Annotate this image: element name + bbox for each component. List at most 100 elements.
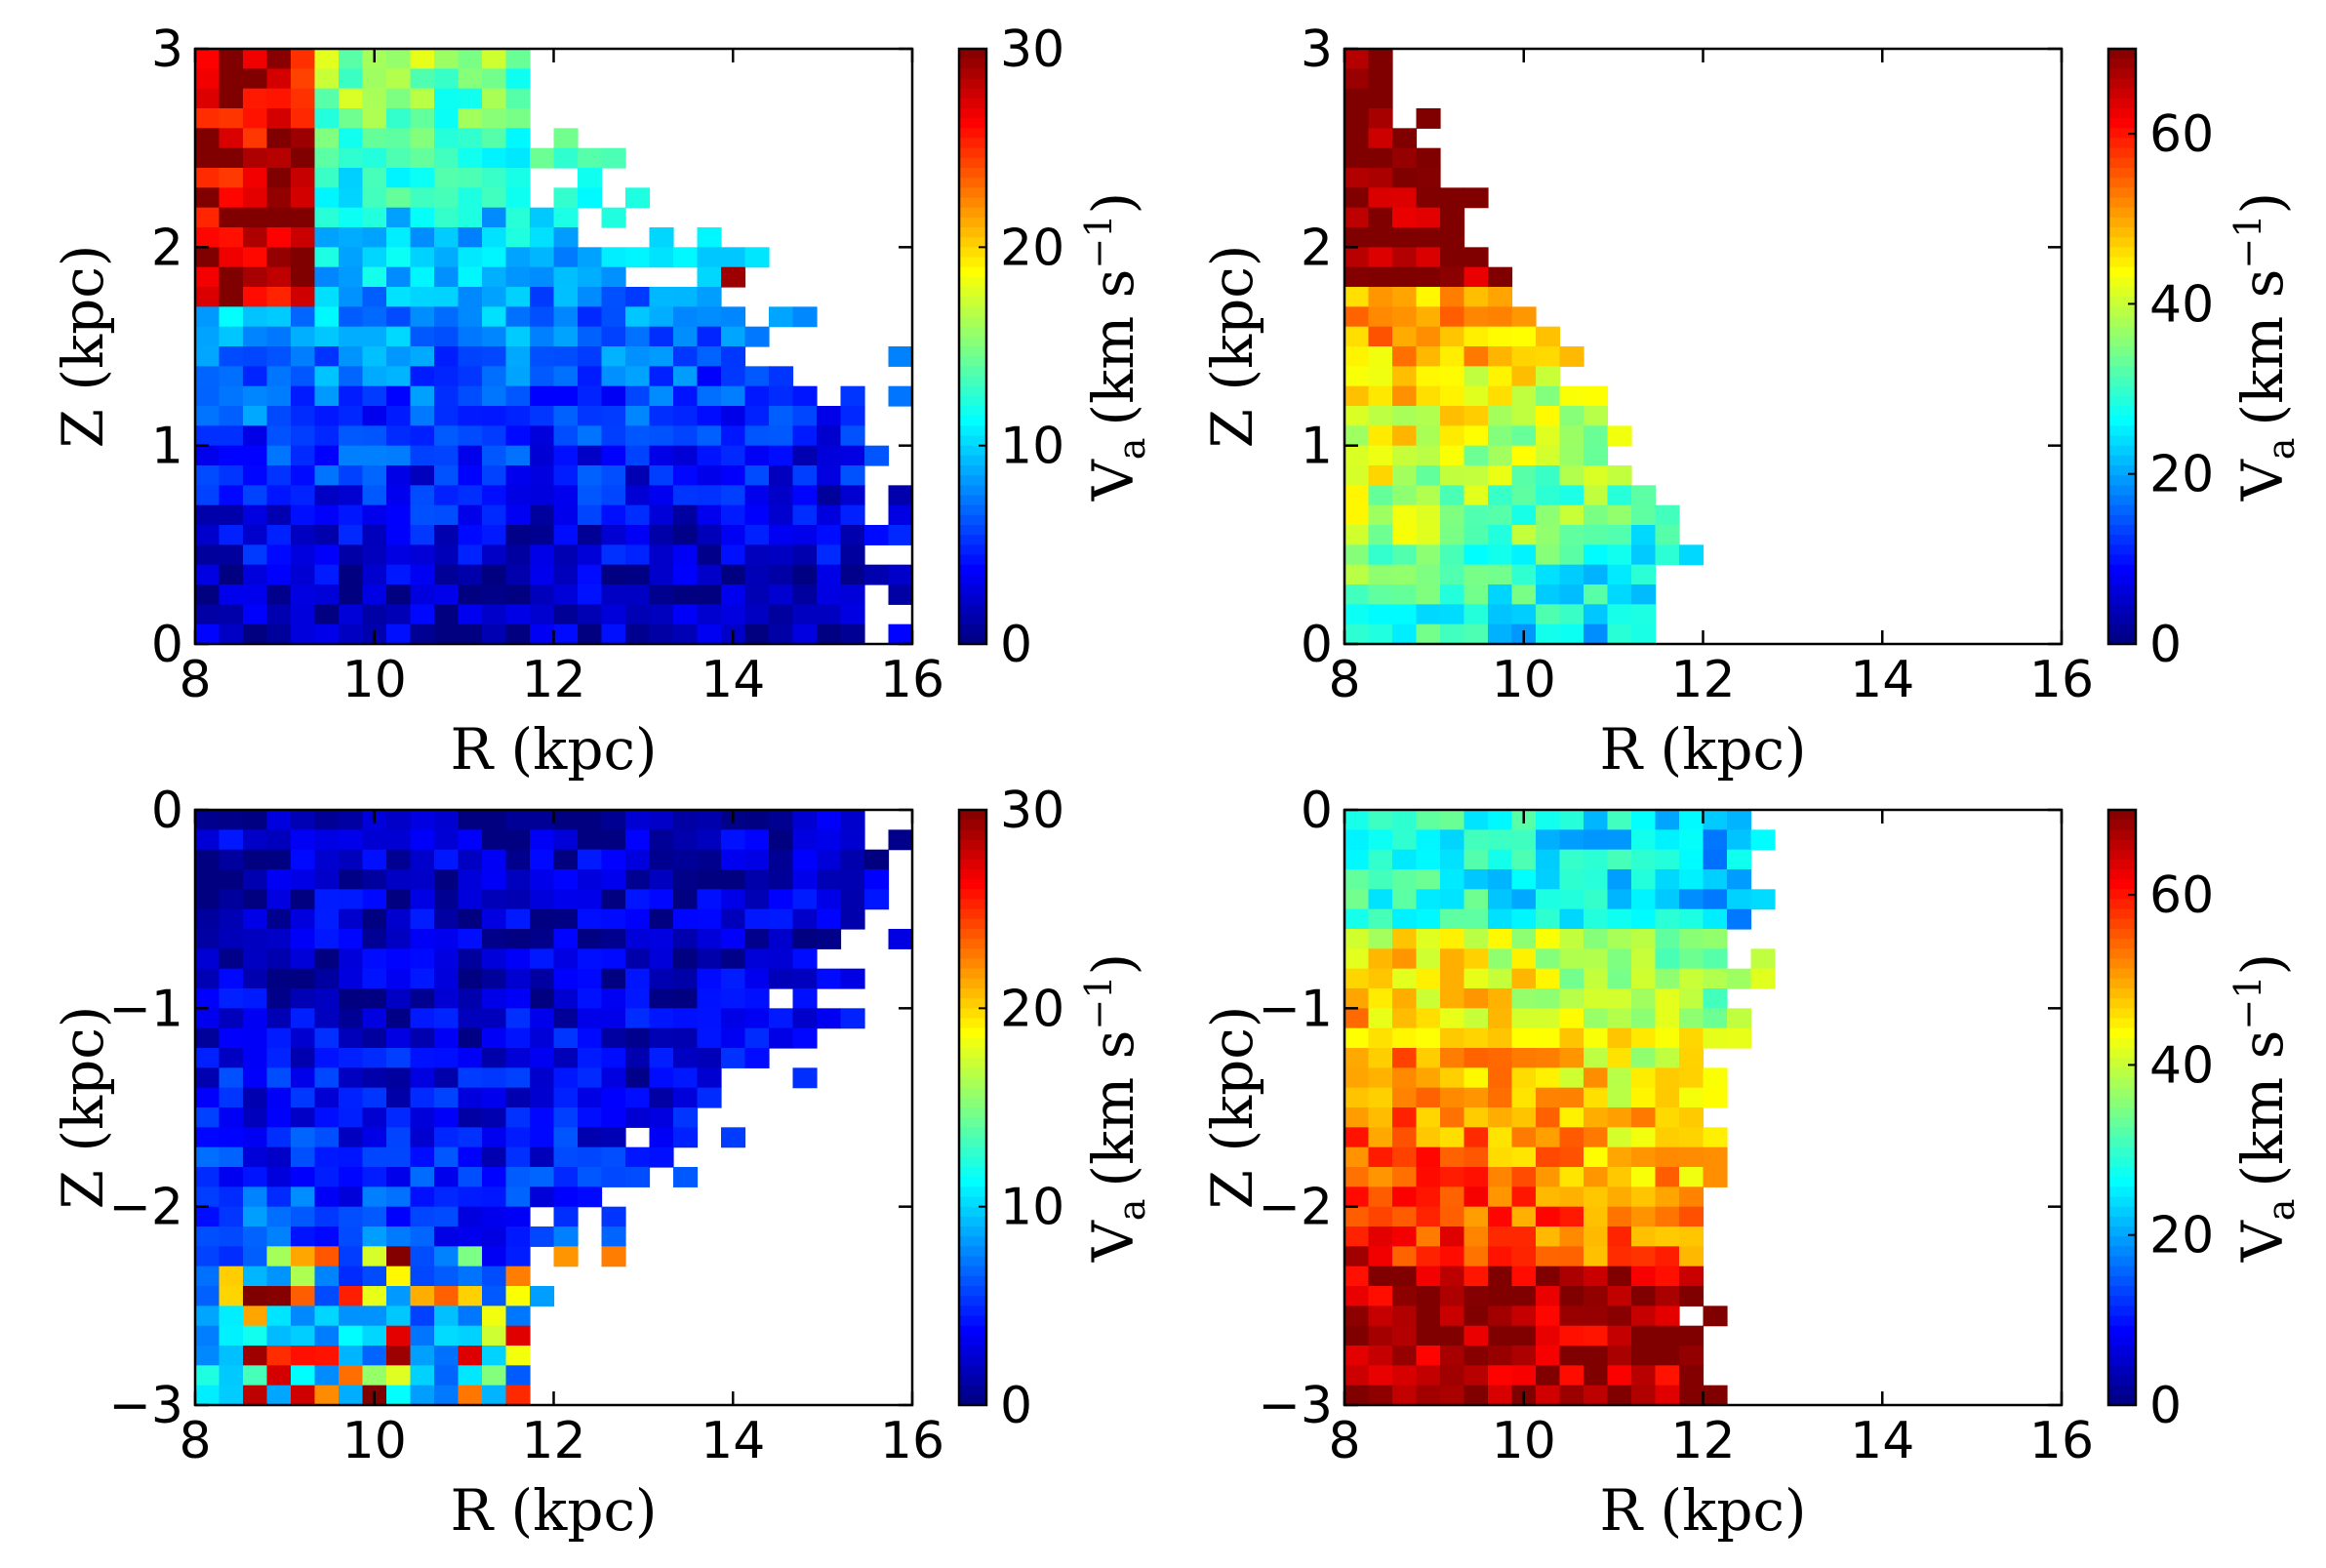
heatmap-cell [410,1186,435,1208]
heatmap-cell [410,623,435,645]
heatmap-cell [1440,1067,1465,1089]
y-tick-label: 1 [151,418,183,476]
colorbar-segment [2108,514,2136,526]
heatmap-cell [1344,623,1370,645]
colorbar-segment [959,1146,986,1158]
heatmap-cell [1536,346,1561,367]
heatmap-cell [1392,564,1418,585]
heatmap-cell [792,889,818,910]
heatmap-cell [530,1286,555,1307]
heatmap-cell [458,326,483,347]
heatmap-cell [1464,385,1489,407]
heatmap-cell [1511,1186,1537,1208]
heatmap-cell [362,1365,387,1387]
heatmap-cell [673,1027,699,1049]
colorbar-segment [2108,1156,2136,1168]
heatmap-cell [1559,869,1584,890]
heatmap-cell [410,584,435,605]
heatmap-cell [410,1206,435,1227]
heatmap-cell [1392,584,1418,605]
heatmap-cell [458,108,483,129]
heatmap-cell [1440,829,1465,851]
heatmap-cell [339,287,364,307]
heatmap-cell [578,247,603,268]
heatmap-cell [243,889,268,910]
colorbar-label-sub: a [1110,438,1153,461]
heatmap-cell [578,306,603,328]
heatmap-cell [505,810,531,830]
heatmap-cell [1488,366,1513,387]
heatmap-cell [482,1027,507,1049]
heatmap-cell [1440,266,1465,288]
heatmap-cell [291,485,316,506]
heatmap-cell [195,485,221,506]
heatmap-cell [291,1206,316,1227]
heatmap-cell [1392,1186,1418,1208]
heatmap-cell [1584,406,1609,426]
heatmap-cell [1607,988,1632,1009]
heatmap-cell [697,445,722,466]
heatmap-cell [1607,810,1632,830]
heatmap-cell [1464,1346,1489,1366]
heatmap-cell [362,1325,387,1347]
heatmap-cell [1464,187,1489,209]
x-axis-label: R (kpc) [1599,1477,1806,1544]
heatmap-cell [625,306,651,328]
heatmap-cell [339,227,364,248]
heatmap-cell [505,425,531,447]
heatmap-cell [625,929,651,949]
colorbar-segment [959,475,986,487]
heatmap-cell [1607,623,1632,645]
colorbar-segment [959,435,986,447]
heatmap-cell [1584,908,1609,930]
heatmap-cell [1416,168,1441,188]
heatmap-cell [1631,485,1657,506]
y-tick-label: 3 [1301,20,1333,79]
heatmap-cell [386,108,412,129]
heatmap-cell [1511,406,1537,426]
heatmap-cell [1368,988,1393,1009]
colorbar-segment [2108,495,2136,506]
heatmap-cell [505,1226,531,1247]
heatmap-cell [649,525,674,545]
heatmap-cell [339,1306,364,1327]
colorbar-segment [959,889,986,901]
heatmap-cell [1416,1346,1441,1366]
heatmap-cell [1536,1048,1561,1068]
y-tick-label: 0 [151,782,183,840]
heatmap-cell [1344,929,1370,949]
heatmap-cell [1392,385,1418,407]
heatmap-cell [1607,929,1632,949]
colorbar-segment [2108,326,2136,338]
colorbar-label-close: ) [2229,953,2296,976]
heatmap-cell [530,1186,555,1208]
heatmap-cell [1679,1226,1704,1247]
heatmap-cell [362,968,387,989]
heatmap-cell [386,1385,412,1406]
heatmap-cell [1368,227,1393,248]
heatmap-cell [1440,187,1465,209]
heatmap-cell [1511,889,1537,910]
heatmap-cell [769,908,794,930]
heatmap-cell [1440,810,1465,830]
heatmap-cell [266,869,292,890]
heatmap-cell [1655,908,1680,930]
heatmap-cell [1631,829,1657,851]
heatmap-cell [243,504,268,526]
heatmap-cell [195,147,221,169]
heatmap-cell [1392,544,1418,566]
heatmap-cell [625,465,651,486]
panel-bottom-left: 8 10 12 14 160−1−2−3R (kpc)Z (kpc)0102030Va(… [50,782,1153,1544]
colorbar-segment [2108,535,2136,546]
colorbar-segment [959,869,986,880]
heatmap-cell [1368,1067,1393,1089]
heatmap-cell [362,207,387,228]
heatmap-cell [1631,1365,1657,1387]
heatmap-cell [1440,385,1465,407]
heatmap-cell [243,366,268,387]
heatmap-cell [1344,88,1370,109]
heatmap-cell [744,849,770,870]
heatmap-cell [458,988,483,1009]
heatmap-cell [410,465,435,486]
colorbar-segment [2108,1008,2136,1020]
